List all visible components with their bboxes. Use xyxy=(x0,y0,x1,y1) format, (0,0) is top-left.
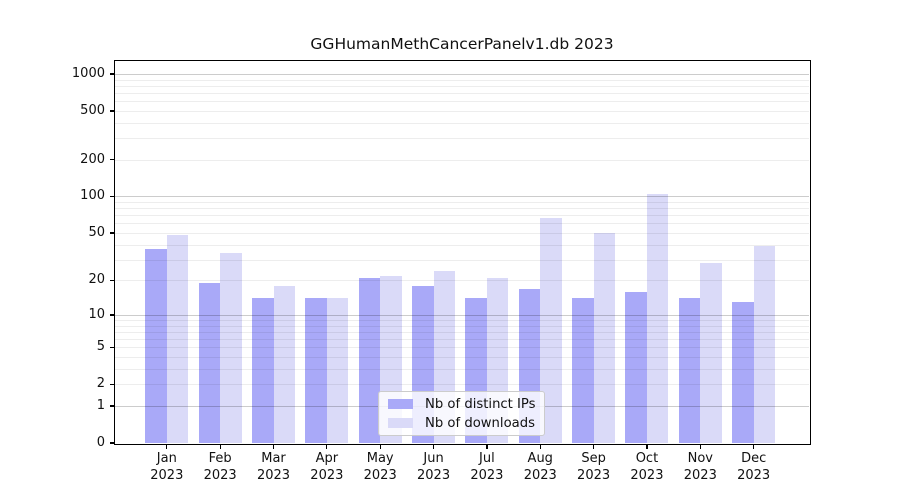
x-tick-label: Apr 2023 xyxy=(310,451,344,483)
x-tick-mark xyxy=(272,444,275,449)
y-tick-label: 50 xyxy=(88,224,105,240)
chart-title: GGHumanMethCancerPanelv1.db 2023 xyxy=(310,35,614,53)
legend-entry-downloads: Nb of downloads xyxy=(388,416,544,431)
x-tick-label: Mar 2023 xyxy=(256,451,291,483)
x-tick-label: Sep 2023 xyxy=(577,451,611,483)
x-tick-label: Oct 2023 xyxy=(630,451,664,483)
x-tick-label: Dec 2023 xyxy=(737,451,771,483)
y-tick-label: 10 xyxy=(88,306,105,322)
x-tick-mark xyxy=(326,444,328,449)
y-tick-label: 100 xyxy=(80,188,105,204)
x-tick-mark xyxy=(219,444,221,449)
legend: Nb of distinct IPs Nb of downloads xyxy=(378,391,545,436)
x-tick-label: Nov 2023 xyxy=(683,451,717,483)
y-tick-label: 2 xyxy=(96,376,105,392)
x-tick-label: May 2023 xyxy=(363,451,397,483)
x-tick-mark xyxy=(646,444,648,449)
y-tick-label: 20 xyxy=(88,272,105,288)
y-tick-label: 5 xyxy=(96,339,105,355)
legend-entry-distinct-ips: Nb of distinct IPs xyxy=(388,397,544,412)
x-tick-mark xyxy=(539,444,541,449)
x-tick-label: Feb 2023 xyxy=(203,451,237,483)
legend-label-downloads: Nb of downloads xyxy=(425,415,535,431)
legend-label-distinct-ips: Nb of distinct IPs xyxy=(425,396,536,412)
legend-swatch-downloads xyxy=(388,418,413,428)
x-tick-mark xyxy=(592,444,595,449)
x-tick-mark xyxy=(432,444,435,449)
x-tick-mark xyxy=(699,444,701,449)
x-tick-label: Jun 2023 xyxy=(417,451,451,483)
y-tick-label: 200 xyxy=(80,151,105,167)
x-tick-mark xyxy=(166,444,168,449)
y-tick-label: 1000 xyxy=(71,65,105,81)
x-tick-mark xyxy=(379,444,381,449)
y-tick-label: 1 xyxy=(96,397,105,413)
x-tick-label: Aug 2023 xyxy=(523,451,557,483)
x-tick-mark xyxy=(753,444,755,449)
y-tick-label: 0 xyxy=(96,435,105,450)
x-tick-mark xyxy=(486,444,488,449)
x-tick-label: Jul 2023 xyxy=(470,451,504,483)
legend-swatch-distinct-ips xyxy=(388,399,413,409)
y-tick-label: 500 xyxy=(80,102,105,118)
plot-border xyxy=(113,60,811,445)
x-tick-label: Jan 2023 xyxy=(150,451,184,483)
